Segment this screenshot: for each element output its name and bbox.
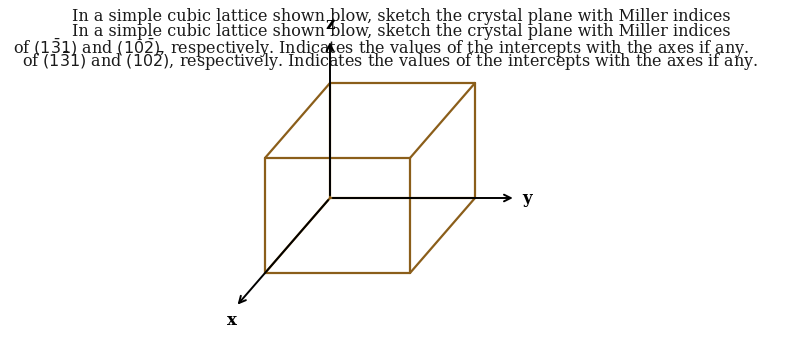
Text: In a simple cubic lattice shown blow, sketch the crystal plane with Miller indic: In a simple cubic lattice shown blow, sk… xyxy=(72,8,730,25)
Text: of $(1\bar{3}1)$ and $(10\bar{2})$, respectively. Indicates the values of the in: of $(1\bar{3}1)$ and $(10\bar{2})$, resp… xyxy=(22,50,757,73)
Text: y: y xyxy=(522,189,532,207)
Text: x: x xyxy=(226,312,237,329)
Text: z: z xyxy=(325,16,334,33)
Text: In a simple cubic lattice shown blow, sketch the crystal plane with Miller indic: In a simple cubic lattice shown blow, sk… xyxy=(72,23,730,40)
Text: of $(1\bar{3}1)$ and $(10\bar{2})$, respectively. Indicates the values of the in: of $(1\bar{3}1)$ and $(10\bar{2})$, resp… xyxy=(14,37,749,60)
